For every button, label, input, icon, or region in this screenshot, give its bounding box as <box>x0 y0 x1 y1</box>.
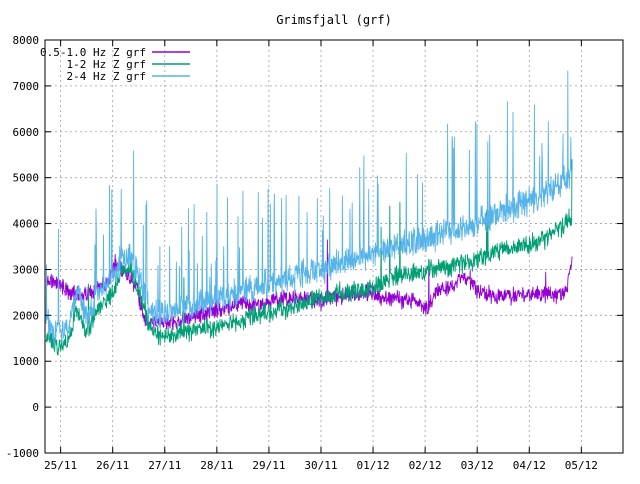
legend-label: 0.5-1.0 Hz Z grf <box>40 46 146 59</box>
x-tick-label: 30/11 <box>304 459 337 472</box>
chart-title: Grimsfjall (grf) <box>276 13 392 27</box>
series-layer <box>45 70 573 356</box>
x-tick-label: 29/11 <box>252 459 285 472</box>
series-line <box>45 239 573 331</box>
y-tick-label: 0 <box>32 401 39 414</box>
x-tick-label: 25/11 <box>44 459 77 472</box>
x-axis: 25/11 26/11 27/11 28/11 29/11 30/11 01/12 02/12… <box>44 40 598 472</box>
y-tick-label: 2000 <box>13 309 40 322</box>
y-tick-label: 7000 <box>13 80 40 93</box>
y-tick-label: 8000 <box>13 34 40 47</box>
y-tick-label: 5000 <box>13 172 40 185</box>
x-tick-label: 01/12 <box>356 459 389 472</box>
y-tick-label: -1000 <box>6 447 39 460</box>
y-tick-label: 1000 <box>13 355 40 368</box>
y-axis: -1000 0 1000 2000 3000 4000 5000 6000 7000 8000 <box>6 34 623 460</box>
y-tick-label: 3000 <box>13 263 40 276</box>
x-tick-label: 04/12 <box>513 459 546 472</box>
series-line <box>45 159 573 356</box>
x-tick-label: 26/11 <box>96 459 129 472</box>
x-tick-label: 02/12 <box>409 459 442 472</box>
y-tick-label: 4000 <box>13 218 40 231</box>
y-tick-label: 6000 <box>13 126 40 139</box>
x-tick-label: 03/12 <box>461 459 494 472</box>
series-line <box>45 70 573 346</box>
x-tick-label: 27/11 <box>148 459 181 472</box>
legend-label: 2-4 Hz Z grf <box>67 70 146 83</box>
x-tick-label: 28/11 <box>200 459 233 472</box>
plot-frame <box>44 39 624 454</box>
x-tick-label: 05/12 <box>565 459 598 472</box>
legend-label: 1-2 Hz Z grf <box>67 58 146 71</box>
